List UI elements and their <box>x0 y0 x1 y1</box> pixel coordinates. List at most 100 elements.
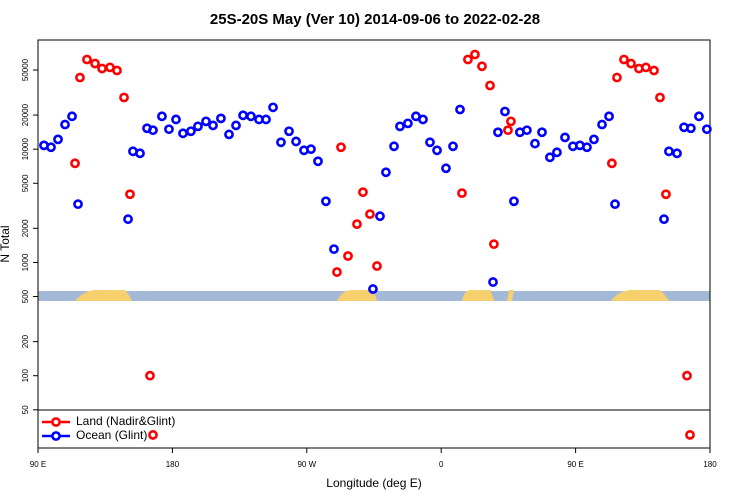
point <box>606 158 617 169</box>
point <box>201 116 211 127</box>
point <box>46 142 56 153</box>
point <box>694 111 704 122</box>
point <box>672 148 682 159</box>
plot-frame <box>37 39 711 449</box>
legend: Land (Nadir&Glint)Ocean (Glint) <box>42 414 175 442</box>
point <box>329 244 339 255</box>
point <box>589 134 599 145</box>
point <box>336 142 346 153</box>
point <box>157 111 167 122</box>
point <box>125 189 135 200</box>
point <box>659 214 669 225</box>
point <box>145 370 155 381</box>
point <box>70 158 80 169</box>
point <box>604 111 614 122</box>
point <box>358 187 368 198</box>
x-tick-label: 90 E <box>567 460 583 469</box>
point <box>477 61 487 72</box>
y-tick-label: 1000 <box>21 253 30 271</box>
point <box>368 284 378 294</box>
point <box>171 114 181 125</box>
point <box>506 116 516 127</box>
point <box>619 54 629 65</box>
land-patch <box>507 290 514 301</box>
land-patch <box>337 290 377 301</box>
y-tick-label: 50000 <box>21 58 30 81</box>
point <box>455 104 465 115</box>
point <box>509 196 519 207</box>
point <box>352 219 362 229</box>
point <box>321 196 331 207</box>
point <box>82 54 92 65</box>
legend-marker <box>51 431 61 441</box>
point <box>457 188 467 199</box>
x-tick-label: 0 <box>439 460 444 469</box>
point <box>261 114 271 125</box>
point <box>560 132 570 143</box>
point <box>485 80 495 91</box>
point <box>148 430 158 440</box>
chart-title: 25S-20S May (Ver 10) 2014-09-06 to 2022-… <box>210 11 540 28</box>
point <box>418 114 428 125</box>
point <box>685 430 695 440</box>
point <box>148 125 158 136</box>
point <box>246 111 256 122</box>
point <box>493 127 503 138</box>
point <box>73 199 83 210</box>
point <box>276 137 286 148</box>
land-patch <box>611 289 669 301</box>
point <box>463 54 473 65</box>
y-tick-label: 2000 <box>21 219 30 237</box>
point <box>112 65 122 76</box>
point <box>425 137 435 148</box>
point <box>193 121 203 132</box>
point <box>186 126 196 137</box>
point <box>395 121 405 132</box>
point <box>291 136 301 147</box>
point <box>224 129 234 140</box>
point <box>381 167 391 178</box>
point <box>685 123 696 134</box>
point <box>522 125 532 136</box>
point <box>701 124 712 135</box>
point <box>488 277 498 287</box>
point <box>641 62 651 73</box>
point <box>375 211 385 222</box>
point <box>503 125 513 136</box>
point <box>313 156 323 167</box>
point <box>489 239 499 250</box>
point <box>389 141 399 152</box>
point <box>432 145 442 156</box>
point <box>365 209 375 220</box>
y-tick-label: 20000 <box>21 103 30 126</box>
point <box>655 92 665 103</box>
point <box>164 124 174 135</box>
point <box>552 147 562 158</box>
point <box>649 65 659 76</box>
point <box>268 102 278 113</box>
point <box>610 199 620 210</box>
point <box>332 267 342 277</box>
point <box>441 163 451 174</box>
legend-label: Land (Nadir&Glint) <box>76 414 175 428</box>
point <box>208 120 218 131</box>
land-mask <box>38 289 710 301</box>
point <box>135 148 145 159</box>
y-tick-label: 100 <box>21 368 30 382</box>
point <box>530 138 540 149</box>
point <box>67 111 77 122</box>
point <box>582 142 592 153</box>
land-patch <box>462 290 494 301</box>
point <box>231 120 241 131</box>
y-tick-label: 200 <box>21 334 30 348</box>
point <box>75 72 85 83</box>
point <box>470 49 480 60</box>
point <box>284 126 294 137</box>
point <box>123 214 133 225</box>
land-patch <box>75 289 132 301</box>
point <box>537 127 547 138</box>
point <box>53 134 63 145</box>
point <box>682 370 692 381</box>
